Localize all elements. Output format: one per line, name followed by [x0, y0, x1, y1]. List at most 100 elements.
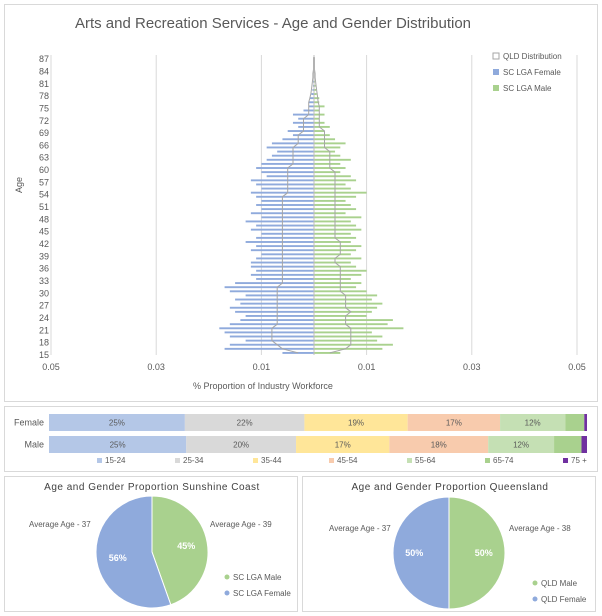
male-bar — [314, 232, 351, 235]
male-bar — [314, 310, 372, 313]
average-age-annotation: Average Age - 37 — [329, 524, 391, 533]
legend-label: 15-24 — [105, 456, 126, 465]
y-tick-label: 66 — [39, 140, 49, 150]
pie-slice — [95, 495, 172, 609]
male-bar — [314, 101, 320, 104]
legend-label: 35-44 — [261, 456, 282, 465]
legend-swatch — [563, 458, 568, 463]
segment-label: 12% — [525, 419, 541, 428]
stacked-segment — [49, 414, 185, 431]
average-age-annotation: Average Age - 38 — [509, 524, 571, 533]
y-tick-label: 87 — [39, 54, 49, 64]
y-tick-label: 33 — [39, 276, 49, 286]
segment-label: 12% — [513, 441, 529, 450]
pie-slice — [392, 496, 450, 610]
male-bar — [314, 93, 317, 95]
legend-label: QLD Distribution — [503, 52, 562, 61]
male-bar — [314, 125, 330, 128]
female-bar — [309, 97, 314, 100]
y-tick-label: 30 — [39, 288, 49, 298]
y-tick-label: 39 — [39, 251, 49, 261]
male-bar — [314, 117, 320, 120]
female-bar — [312, 80, 314, 83]
legend-swatch — [175, 458, 180, 463]
female-bar — [256, 195, 314, 198]
male-bar — [314, 212, 346, 215]
male-bar — [314, 335, 383, 338]
legend-swatch — [224, 590, 230, 596]
male-bar — [314, 323, 388, 326]
y-tick-label: 24 — [39, 313, 49, 323]
female-bar — [256, 278, 314, 280]
average-age-annotation: Average Age - 37 — [29, 520, 91, 529]
segment-label: 20% — [233, 441, 249, 450]
female-bar — [292, 113, 314, 116]
x-tick-label: 0.05 — [568, 362, 586, 372]
legend-swatch — [532, 596, 538, 602]
qld-distribution-female-line — [271, 57, 314, 354]
y-tick-label: 69 — [39, 128, 49, 138]
pie-value-label: 56% — [109, 553, 127, 563]
stacked-bar-chart: Female 25% 22% 19% 17% 12% Male 25% 20% 17% 18% 12%… — [14, 414, 587, 465]
x-tick-label: 0.03 — [147, 362, 165, 372]
y-tick-label: 15 — [39, 350, 49, 360]
segment-label: 25% — [109, 419, 125, 428]
female-bar — [312, 84, 314, 87]
female-bar — [245, 294, 314, 297]
female-bar — [224, 286, 314, 289]
male-bar — [314, 278, 351, 280]
female-bar — [229, 306, 314, 309]
legend-label: SC LGA Male — [503, 84, 552, 93]
legend-swatch — [407, 458, 412, 463]
female-bar — [250, 179, 314, 182]
legend-swatch — [224, 574, 230, 580]
female-bar — [235, 310, 314, 313]
y-tick-label: 18 — [39, 338, 49, 348]
female-bar — [266, 175, 314, 178]
male-bar — [314, 97, 320, 100]
male-bar — [314, 146, 341, 149]
y-tick-label: 21 — [39, 325, 49, 335]
male-bar — [314, 327, 404, 330]
segment-label: 19% — [348, 419, 364, 428]
male-bar — [314, 158, 351, 161]
x-tick-label: 0.03 — [463, 362, 481, 372]
chart-title: Arts and Recreation Services - Age and G… — [75, 15, 471, 32]
legend-label: 65-74 — [493, 456, 514, 465]
female-bar — [261, 162, 314, 165]
legend-swatch — [492, 52, 500, 60]
y-tick-label: 45 — [39, 227, 49, 237]
male-bar — [314, 265, 357, 268]
male-bar — [314, 84, 316, 87]
stacked-segment — [186, 436, 297, 453]
female-bar — [298, 117, 314, 120]
female-bar — [277, 150, 314, 153]
male-bar — [314, 331, 372, 334]
legend-label: 25-34 — [183, 456, 204, 465]
segment-label: 22% — [237, 419, 253, 428]
female-bar — [311, 93, 314, 95]
male-bar — [314, 134, 330, 137]
y-tick-label: 51 — [39, 202, 49, 212]
legend-swatch — [532, 580, 538, 586]
segment-label: 25% — [110, 441, 126, 450]
pyramid-chart: Arts and Recreation Services - Age and G… — [14, 15, 586, 391]
female-bar — [282, 351, 314, 354]
legend-label: 55-64 — [415, 456, 436, 465]
legend-swatch — [329, 458, 334, 463]
female-bar — [261, 253, 314, 256]
female-bar — [266, 158, 314, 161]
stacked-segment — [184, 414, 305, 431]
female-bar — [261, 208, 314, 211]
legend-swatch — [485, 458, 490, 463]
pie-chart-queensland: Age and Gender Proportion Queensland 50% 5… — [329, 482, 587, 610]
x-tick-label: 0.05 — [42, 362, 60, 372]
segment-label: 17% — [335, 441, 351, 450]
y-tick-label: 54 — [39, 190, 49, 200]
male-bar — [314, 175, 351, 178]
female-bar — [235, 282, 314, 285]
male-bar — [314, 347, 383, 350]
female-bar — [261, 199, 314, 202]
x-tick-label: 0.01 — [253, 362, 271, 372]
male-bar — [314, 302, 383, 305]
